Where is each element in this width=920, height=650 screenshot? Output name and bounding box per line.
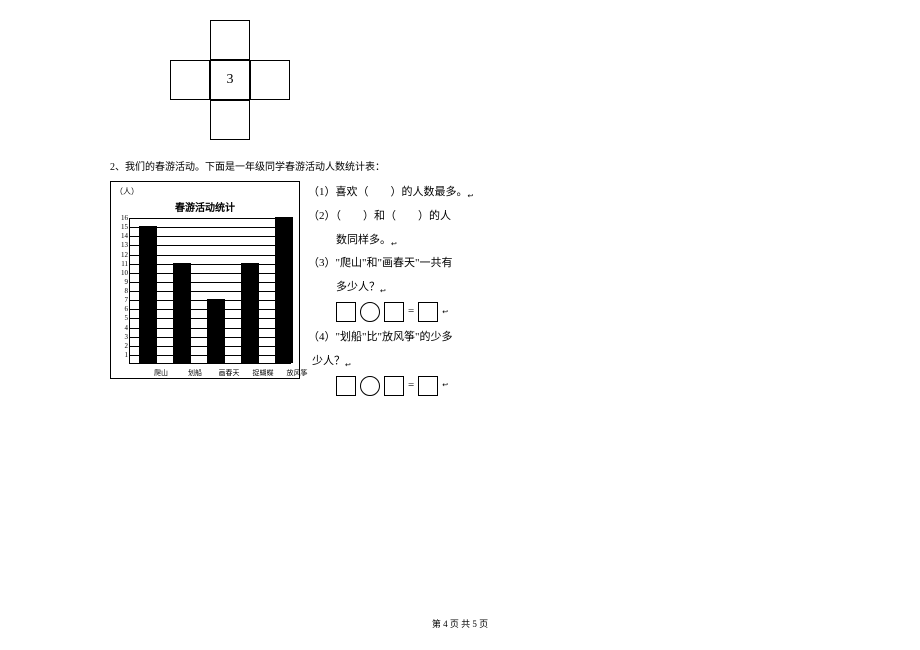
y-axis-label: 13	[116, 241, 128, 249]
q4-text-a: （4）"划船"比"放风筝"的少多	[308, 331, 452, 343]
eq1-operand1-box	[336, 302, 356, 322]
eq2-operand2-box	[384, 376, 404, 396]
page-content: 3 2、我们的春游活动。下面是一年级同学春游活动人数统计表： （人） 春游活动统…	[0, 0, 920, 402]
cross-cell-center: 3	[210, 60, 250, 100]
chart-grid: 12345678910111213141516	[129, 218, 291, 364]
y-axis-label: 9	[116, 278, 128, 286]
q1-marker: ↩	[468, 192, 474, 200]
chart-plot-area: 12345678910111213141516 爬山划船画春天捉蝴蝶放风筝	[129, 218, 291, 378]
bar-放风筝	[275, 217, 293, 363]
y-axis-label: 12	[116, 251, 128, 259]
x-axis-label: 爬山	[154, 368, 168, 378]
cross-center-value: 3	[227, 72, 234, 88]
eq1-result-box	[418, 302, 438, 322]
y-axis-label: 11	[116, 260, 128, 268]
eq1-equals: =	[408, 302, 414, 322]
eq1-operand2-box	[384, 302, 404, 322]
eq1-marker: ↩	[442, 306, 448, 319]
question-3-line1: （3）"爬山"和"画春天"一共有	[308, 254, 473, 274]
y-axis-label: 3	[116, 333, 128, 341]
y-axis-label: 2	[116, 342, 128, 350]
q2-text: （2）（ ）和（ ）的人	[308, 210, 451, 222]
q3-marker: ↩	[380, 287, 386, 295]
eq1-operator-circle	[360, 302, 380, 322]
y-axis-label: 7	[116, 296, 128, 304]
y-axis-label: 16	[116, 214, 128, 222]
equation-2: = ↩	[308, 376, 473, 396]
bar-爬山	[139, 226, 157, 363]
x-axis-label: 放风筝	[287, 368, 308, 378]
eq2-marker: ↩	[442, 379, 448, 392]
question-2-line2: 数同样多。↩	[308, 231, 473, 251]
x-axis-label: 画春天	[219, 368, 240, 378]
eq2-operand1-box	[336, 376, 356, 396]
task-text: 我们的春游活动。下面是一年级同学春游活动人数统计表：	[125, 162, 385, 173]
y-axis-label: 15	[116, 223, 128, 231]
page-footer: 第 4 页 共 5 页	[0, 617, 920, 630]
q2-text2: 数同样多。	[336, 234, 391, 246]
q3-text-a: （3）"爬山"和"画春天"一共有	[308, 257, 452, 269]
x-axis-label: 捉蝴蝶	[253, 368, 274, 378]
y-axis-label: 6	[116, 305, 128, 313]
equation-1: = ↩	[308, 302, 473, 322]
q4-text-b: 少人？	[312, 355, 345, 367]
chart-unit-label: （人）	[115, 186, 295, 197]
bar-捉蝴蝶	[241, 263, 259, 363]
gridline	[130, 218, 291, 219]
questions-block: （1）喜欢（ ）的人数最多。↩ （2）（ ）和（ ）的人 数同样多。↩ （3）"…	[308, 181, 473, 402]
question-2-line1: （2）（ ）和（ ）的人	[308, 207, 473, 227]
task-number: 2、	[110, 162, 125, 173]
task-2-heading: 2、我们的春游活动。下面是一年级同学春游活动人数统计表：	[110, 158, 830, 173]
q1-text: （1）喜欢（ ）的人数最多。	[308, 186, 468, 198]
x-axis-label: 划船	[188, 368, 202, 378]
chart-and-questions: （人） 春游活动统计 12345678910111213141516 爬山划船画…	[110, 181, 830, 402]
y-axis-label: 14	[116, 232, 128, 240]
question-4-line2: 少人？↩	[308, 352, 473, 372]
cross-net-diagram: 3	[170, 20, 290, 140]
bar-chart: （人） 春游活动统计 12345678910111213141516 爬山划船画…	[110, 181, 300, 379]
cross-cell-right	[250, 60, 290, 100]
q4-marker: ↩	[345, 361, 351, 369]
q2-marker: ↩	[391, 240, 397, 248]
y-axis-label: 4	[116, 324, 128, 332]
question-3-line2: 多少人？↩	[308, 278, 473, 298]
question-4-line1: （4）"划船"比"放风筝"的少多	[308, 328, 473, 348]
eq2-equals: =	[408, 376, 414, 396]
bar-划船	[173, 263, 191, 363]
cross-cell-top	[210, 20, 250, 60]
cross-cell-bottom	[210, 100, 250, 140]
y-axis-label: 1	[116, 351, 128, 359]
footer-text: 第 4 页 共 5 页	[432, 619, 488, 629]
eq2-result-box	[418, 376, 438, 396]
cross-cell-left	[170, 60, 210, 100]
y-axis-label: 10	[116, 269, 128, 277]
eq2-operator-circle	[360, 376, 380, 396]
y-axis-label: 5	[116, 314, 128, 322]
y-axis-label: 8	[116, 287, 128, 295]
question-1: （1）喜欢（ ）的人数最多。↩	[308, 183, 473, 203]
q3-text-b: 多少人？	[336, 281, 380, 293]
bar-画春天	[207, 299, 225, 363]
chart-title: 春游活动统计	[115, 199, 295, 214]
